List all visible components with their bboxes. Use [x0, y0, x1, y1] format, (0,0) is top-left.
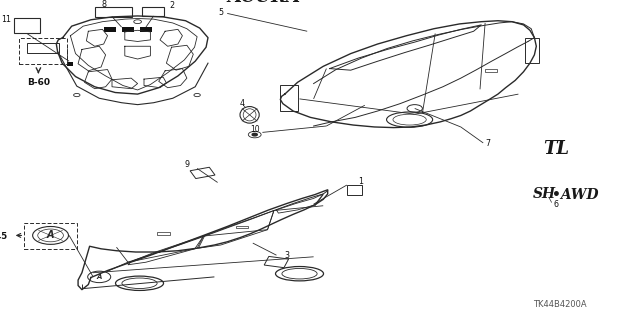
Bar	[190, 167, 215, 179]
Bar	[140, 27, 152, 32]
Text: ACURA: ACURA	[227, 0, 300, 6]
Bar	[485, 69, 497, 72]
Text: A: A	[47, 230, 54, 241]
Text: TK44B4200A: TK44B4200A	[533, 300, 587, 309]
Bar	[104, 27, 116, 32]
Bar	[67, 62, 73, 66]
Text: •AWD: •AWD	[552, 188, 598, 202]
Text: 9: 9	[184, 160, 189, 169]
Bar	[14, 18, 40, 33]
Bar	[236, 226, 248, 228]
Circle shape	[252, 133, 257, 136]
Bar	[280, 85, 298, 111]
Text: A: A	[97, 274, 102, 280]
Bar	[264, 256, 289, 268]
Bar	[24, 223, 77, 249]
Text: B-60: B-60	[27, 78, 50, 87]
Bar	[142, 7, 164, 16]
Text: 4: 4	[239, 99, 244, 108]
Text: 10: 10	[250, 125, 260, 134]
Bar	[95, 7, 132, 17]
Bar	[19, 38, 67, 64]
Bar	[157, 232, 170, 235]
Text: 3: 3	[284, 251, 289, 260]
Text: 8: 8	[101, 0, 106, 9]
Bar	[27, 43, 59, 53]
Text: 7: 7	[485, 139, 490, 148]
Text: 2: 2	[169, 1, 174, 10]
Text: B-45: B-45	[0, 232, 8, 241]
Bar	[347, 185, 362, 195]
Text: TL: TL	[543, 140, 569, 158]
Text: 5: 5	[218, 8, 223, 17]
Text: 1: 1	[358, 177, 364, 186]
Bar	[525, 38, 539, 63]
Text: SH: SH	[532, 187, 556, 201]
Bar	[122, 27, 134, 32]
Text: 11: 11	[1, 15, 12, 24]
Text: 6: 6	[553, 200, 558, 209]
